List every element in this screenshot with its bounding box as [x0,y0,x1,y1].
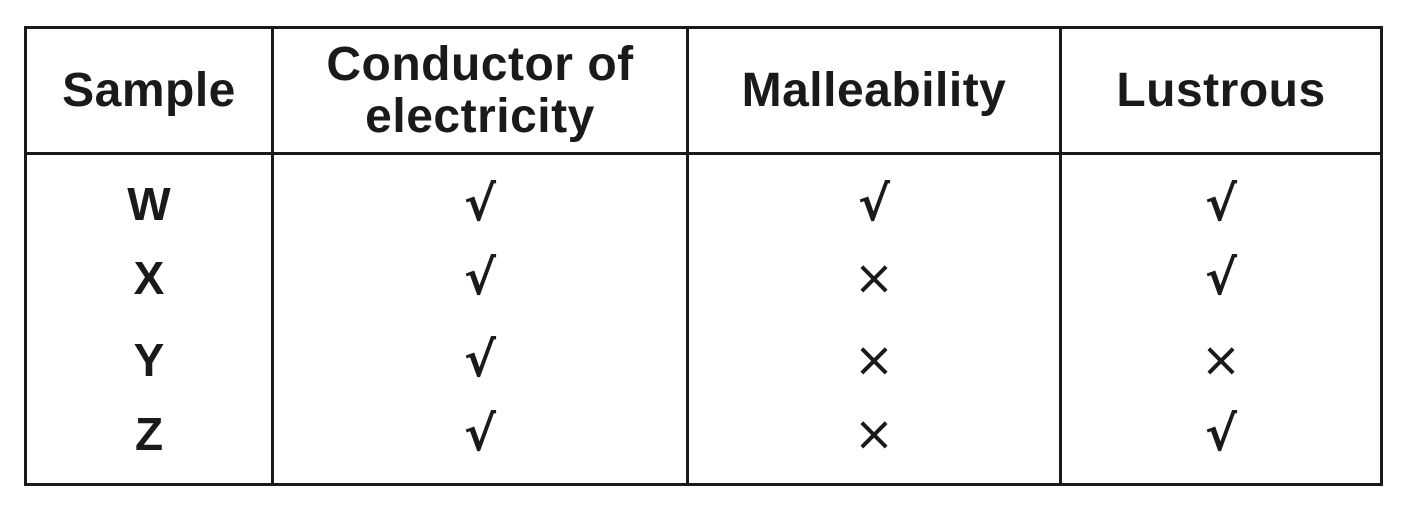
properties-table-container: Sample Conductor of electricity Malleabi… [24,26,1383,486]
conductor-cell: √ [271,153,689,237]
conductor-cell: √ [271,401,689,485]
table-row: W √ √ √ [24,153,1383,237]
malleability-cell: √ [686,153,1062,237]
sample-cell: Y [24,319,274,402]
header-malleability: Malleability [686,27,1062,155]
table-row: Y √ × × [24,319,1383,402]
lustrous-cell: × [1059,319,1383,402]
sample-cell: X [24,236,274,319]
lustrous-cell: √ [1059,236,1383,319]
header-lustrous: Lustrous [1059,27,1383,155]
header-sample: Sample [24,27,274,155]
sample-cell: Z [24,401,274,485]
conductor-cell: √ [271,236,689,319]
sample-cell: W [24,153,274,237]
lustrous-cell: √ [1059,153,1383,237]
properties-table: Sample Conductor of electricity Malleabi… [24,26,1383,486]
lustrous-cell: √ [1059,401,1383,485]
malleability-cell: × [686,401,1062,485]
malleability-cell: × [686,319,1062,402]
table-header-row: Sample Conductor of electricity Malleabi… [24,27,1383,155]
header-conductor: Conductor of electricity [271,27,689,155]
table-row: Z √ × √ [24,401,1383,485]
malleability-cell: × [686,236,1062,319]
table-row: X √ × √ [24,236,1383,319]
conductor-cell: √ [271,319,689,402]
